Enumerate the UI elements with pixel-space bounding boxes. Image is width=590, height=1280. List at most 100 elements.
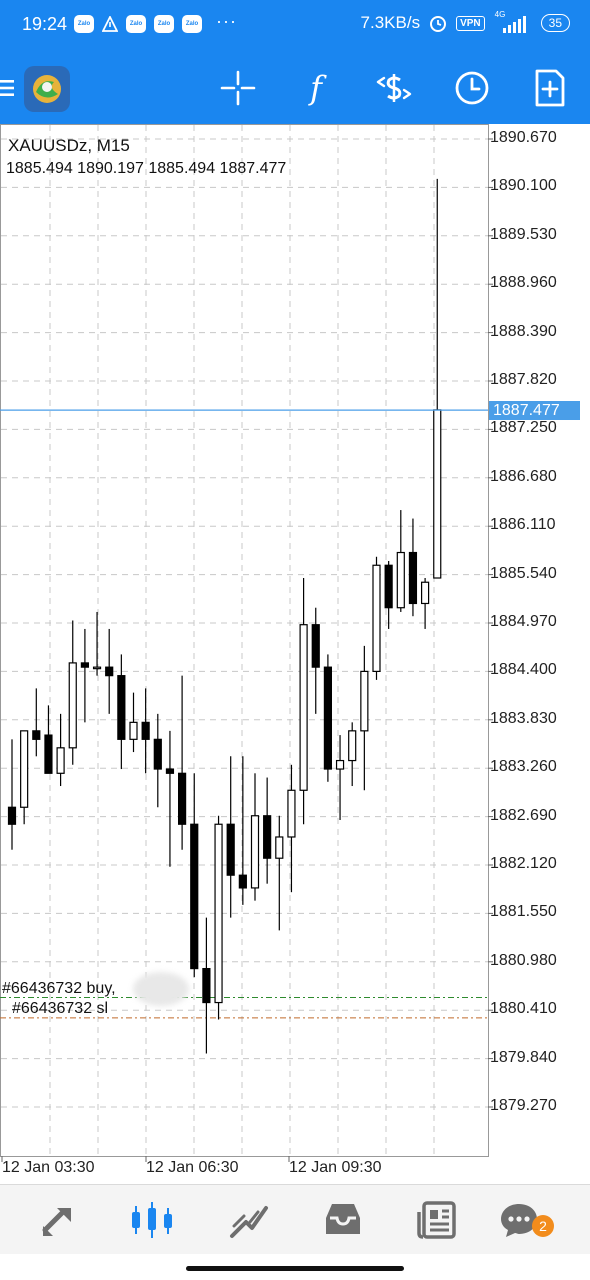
history-icon xyxy=(326,1204,360,1234)
candle-bearish xyxy=(105,666,114,677)
candle-bullish xyxy=(433,409,442,579)
candle-bearish xyxy=(202,967,211,1004)
candle-bearish xyxy=(238,874,247,889)
bottom-nav: 2 xyxy=(0,1184,590,1255)
signal-icon: 4G xyxy=(493,10,533,33)
price-label: 1887.820 xyxy=(490,371,557,388)
chat-icon xyxy=(501,1204,537,1237)
chart-icon xyxy=(132,1202,172,1238)
candle-bearish xyxy=(384,564,393,609)
zalo-notification-icon: Zalo xyxy=(74,15,94,33)
new-order-icon xyxy=(535,69,565,107)
new-order-button[interactable] xyxy=(530,68,570,108)
candle-bearish xyxy=(80,662,90,668)
candle-bearish xyxy=(153,738,162,770)
home-indicator[interactable] xyxy=(186,1266,404,1271)
candle-bullish xyxy=(287,789,296,838)
signal-label: 4G xyxy=(494,10,506,19)
network-speed: 7.3KB/s xyxy=(360,13,421,32)
time-label: 12 Jan 03:30 xyxy=(2,1159,95,1176)
price-label: 1882.690 xyxy=(490,806,557,824)
candle-bullish xyxy=(335,759,345,770)
crosshair-button[interactable] xyxy=(218,68,258,108)
price-label: 1883.260 xyxy=(490,758,557,776)
price-chart[interactable]: XAUUSDz, M15 1885.494 1890.197 1885.494 … xyxy=(0,124,590,1184)
price-label: 1890.100 xyxy=(490,177,557,195)
candle-bullish xyxy=(360,670,369,732)
time-label: 12 Jan 09:30 xyxy=(289,1159,382,1176)
price-label: 1884.970 xyxy=(490,613,557,630)
trade-button[interactable] xyxy=(374,68,414,108)
candle-bullish xyxy=(396,551,405,609)
function-icon: f xyxy=(310,69,322,107)
status-right: 7.3KB/s VPN 4G 35 xyxy=(360,10,570,33)
redacted-blur xyxy=(133,972,189,1006)
chat-badge: 2 xyxy=(532,1215,554,1237)
nav-quotes[interactable] xyxy=(34,1197,84,1243)
more-notifications-icon: ··· xyxy=(216,10,237,31)
battery-icon: 35 xyxy=(540,14,570,32)
candle-bearish xyxy=(141,721,150,740)
stop-loss-label[interactable]: #66436732 sl xyxy=(12,1000,109,1017)
candle-bearish xyxy=(408,551,418,605)
candle-bullish xyxy=(129,721,138,740)
nav-history[interactable] xyxy=(318,1197,368,1243)
zalo-notification-icon: Zalo xyxy=(154,15,174,33)
price-label: 1888.960 xyxy=(490,274,557,292)
price-label: 1884.400 xyxy=(490,661,557,679)
buy-order-label[interactable]: #66436732 buy, xyxy=(2,980,116,997)
metatrader-logo-icon[interactable] xyxy=(24,66,70,112)
candle-bearish xyxy=(263,815,272,859)
warning-icon xyxy=(102,16,118,32)
price-label: 1880.410 xyxy=(490,1000,557,1018)
alarm-icon xyxy=(430,16,447,32)
price-label: 1881.550 xyxy=(490,903,557,921)
status-bar: 19:24 Zalo Zalo Zalo Zalo ··· 7.3KB/s VP… xyxy=(0,0,590,52)
candle-bearish xyxy=(178,772,187,825)
price-label: 1879.840 xyxy=(490,1048,557,1066)
price-label: 1886.680 xyxy=(490,467,557,485)
toolbar: f xyxy=(0,52,590,124)
price-label: 1885.540 xyxy=(490,564,557,582)
candle-bullish xyxy=(92,666,102,670)
clock-icon xyxy=(455,71,489,105)
candle-bearish xyxy=(117,675,126,740)
crosshair-icon xyxy=(220,70,256,106)
nav-news[interactable] xyxy=(412,1197,462,1243)
price-label: 1889.530 xyxy=(490,225,557,243)
candle-bullish xyxy=(299,624,308,791)
candle-bullish xyxy=(372,564,381,672)
candle-bearish xyxy=(190,823,199,970)
notification-icons: Zalo Zalo Zalo Zalo ··· xyxy=(74,11,237,33)
indicators-button[interactable]: f xyxy=(296,68,336,108)
price-label: 1888.390 xyxy=(490,322,557,340)
trade-icon xyxy=(376,74,412,102)
candle-bearish xyxy=(311,624,320,668)
chart-symbol: XAUUSDz, M15 xyxy=(8,136,130,155)
vpn-badge: VPN xyxy=(456,15,485,31)
nav-chat[interactable] xyxy=(494,1197,544,1243)
menu-icon[interactable] xyxy=(0,78,16,98)
candle-bearish xyxy=(323,666,332,770)
zalo-notification-icon: Zalo xyxy=(126,15,146,33)
candlestick-chart[interactable] xyxy=(0,124,590,1184)
price-label: 1887.250 xyxy=(490,419,557,437)
price-label: 1886.110 xyxy=(490,516,556,534)
candle-bearish xyxy=(44,734,53,774)
history-clock-button[interactable] xyxy=(452,68,492,108)
plot-frame xyxy=(0,124,489,1157)
candle-bullish xyxy=(214,823,223,1004)
nav-chart[interactable] xyxy=(128,1197,178,1243)
candle-bullish xyxy=(68,662,77,749)
candle-bullish xyxy=(275,836,284,859)
candle-bearish xyxy=(226,823,235,876)
price-label: 1882.120 xyxy=(490,855,557,872)
price-label: 1883.830 xyxy=(490,709,557,727)
candle-bullish xyxy=(421,581,430,605)
candle-bearish xyxy=(165,768,175,774)
trade-nav-icon xyxy=(230,1206,268,1238)
zalo-notification-icon: Zalo xyxy=(182,15,202,33)
candle-bearish xyxy=(32,730,41,740)
nav-trade[interactable] xyxy=(224,1197,274,1243)
candle-bullish xyxy=(348,730,357,762)
